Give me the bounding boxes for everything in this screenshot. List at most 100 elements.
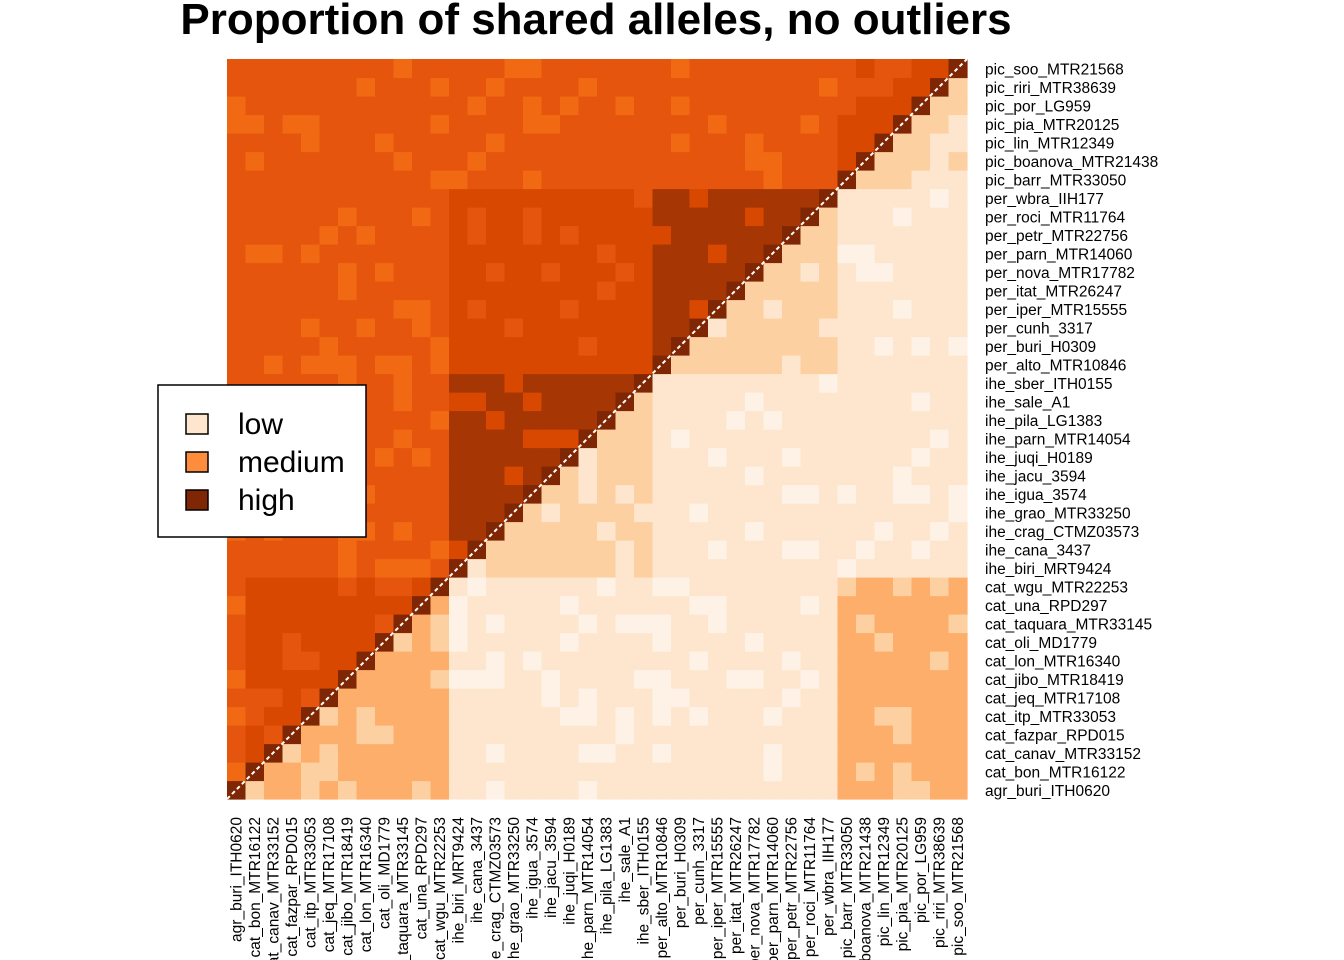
heatmap-cell	[301, 151, 321, 171]
heatmap-cell	[227, 780, 247, 800]
heatmap-cell	[874, 595, 894, 615]
heatmap-cell	[541, 299, 561, 319]
heatmap-cell	[615, 336, 635, 356]
heatmap-cell	[615, 688, 635, 708]
heatmap-cell	[745, 59, 765, 79]
heatmap-cell	[319, 780, 339, 800]
heatmap-cell	[264, 96, 284, 116]
heatmap-cell	[948, 614, 968, 634]
heatmap-cell	[708, 355, 728, 375]
heatmap-cell	[911, 133, 931, 153]
heatmap-cell	[245, 188, 265, 208]
heatmap-cell	[837, 651, 857, 671]
heatmap-cell	[375, 96, 395, 116]
heatmap-cell	[560, 336, 580, 356]
heatmap-cell	[504, 577, 524, 597]
heatmap-cell	[819, 262, 839, 282]
heatmap-cell	[578, 503, 598, 523]
heatmap-cell	[652, 207, 672, 227]
heatmap-cell	[319, 651, 339, 671]
row-label: pic_riri_MTR38639	[985, 80, 1116, 97]
heatmap-cell	[504, 170, 524, 190]
heatmap-cell	[356, 225, 376, 245]
heatmap-cell	[856, 484, 876, 504]
row-label: ihe_parn_MTR14054	[985, 431, 1131, 448]
heatmap-cell	[356, 577, 376, 597]
heatmap-cell	[504, 281, 524, 301]
heatmap-cell	[893, 355, 913, 375]
heatmap-cell	[652, 762, 672, 782]
heatmap-cell	[393, 96, 413, 116]
heatmap-cell	[338, 151, 358, 171]
heatmap-cell	[615, 466, 635, 486]
heatmap-cell	[893, 484, 913, 504]
heatmap-cell	[837, 336, 857, 356]
heatmap-cell	[948, 318, 968, 338]
heatmap-cell	[467, 281, 487, 301]
heatmap-cell	[634, 521, 654, 541]
heatmap-cell	[319, 336, 339, 356]
heatmap-cell	[763, 281, 783, 301]
heatmap-cell	[245, 59, 265, 79]
heatmap-cell	[800, 614, 820, 634]
heatmap-cell	[375, 355, 395, 375]
heatmap-cell	[375, 59, 395, 79]
heatmap-cell	[782, 429, 802, 449]
heatmap-cell	[282, 225, 302, 245]
heatmap-cell	[893, 780, 913, 800]
heatmap-cell	[689, 262, 709, 282]
heatmap-cell	[449, 336, 469, 356]
heatmap-cell	[338, 540, 358, 560]
heatmap-cell	[726, 706, 746, 726]
heatmap-cell	[523, 429, 543, 449]
heatmap-cell	[486, 484, 506, 504]
heatmap-cell	[375, 77, 395, 97]
heatmap-cell	[911, 244, 931, 264]
heatmap-cell	[227, 225, 247, 245]
heatmap-cell	[856, 780, 876, 800]
heatmap-cell	[597, 595, 617, 615]
heatmap-cell	[597, 429, 617, 449]
heatmap-cell	[930, 484, 950, 504]
heatmap-cell	[782, 355, 802, 375]
heatmap-cell	[430, 540, 450, 560]
heatmap-cell	[763, 595, 783, 615]
heatmap-cell	[689, 77, 709, 97]
heatmap-cell	[745, 725, 765, 745]
heatmap-cell	[227, 688, 247, 708]
heatmap-cell	[689, 336, 709, 356]
row-labels: agr_buri_ITH0620cat_bon_MTR16122cat_cana…	[985, 61, 1158, 800]
heatmap-cell	[782, 780, 802, 800]
heatmap-cell	[856, 299, 876, 319]
heatmap-cell	[800, 225, 820, 245]
heatmap-cell	[504, 521, 524, 541]
heatmap-cell	[486, 577, 506, 597]
heatmap-cell	[708, 151, 728, 171]
heatmap-cell	[597, 133, 617, 153]
heatmap-cell	[597, 577, 617, 597]
heatmap-cell	[578, 466, 598, 486]
heatmap-cell	[430, 318, 450, 338]
heatmap-cell	[523, 595, 543, 615]
heatmap-cell	[911, 355, 931, 375]
heatmap-cell	[486, 373, 506, 393]
heatmap-cell	[467, 669, 487, 689]
heatmap-cell	[375, 503, 395, 523]
heatmap-cell	[430, 632, 450, 652]
heatmap-cell	[634, 429, 654, 449]
heatmap-cell	[856, 521, 876, 541]
heatmap-cell	[782, 281, 802, 301]
row-label: pic_lin_MTR12349	[985, 135, 1114, 152]
heatmap-cell	[319, 151, 339, 171]
heatmap-cell	[726, 262, 746, 282]
heatmap-cell	[245, 77, 265, 97]
heatmap-cell	[245, 133, 265, 153]
heatmap-cell	[597, 780, 617, 800]
heatmap-cell	[671, 170, 691, 190]
heatmap-cell	[560, 262, 580, 282]
heatmap-cell	[652, 392, 672, 412]
heatmap-cell	[930, 281, 950, 301]
heatmap-cell	[782, 725, 802, 745]
heatmap-cell	[856, 669, 876, 689]
heatmap-cell	[689, 355, 709, 375]
